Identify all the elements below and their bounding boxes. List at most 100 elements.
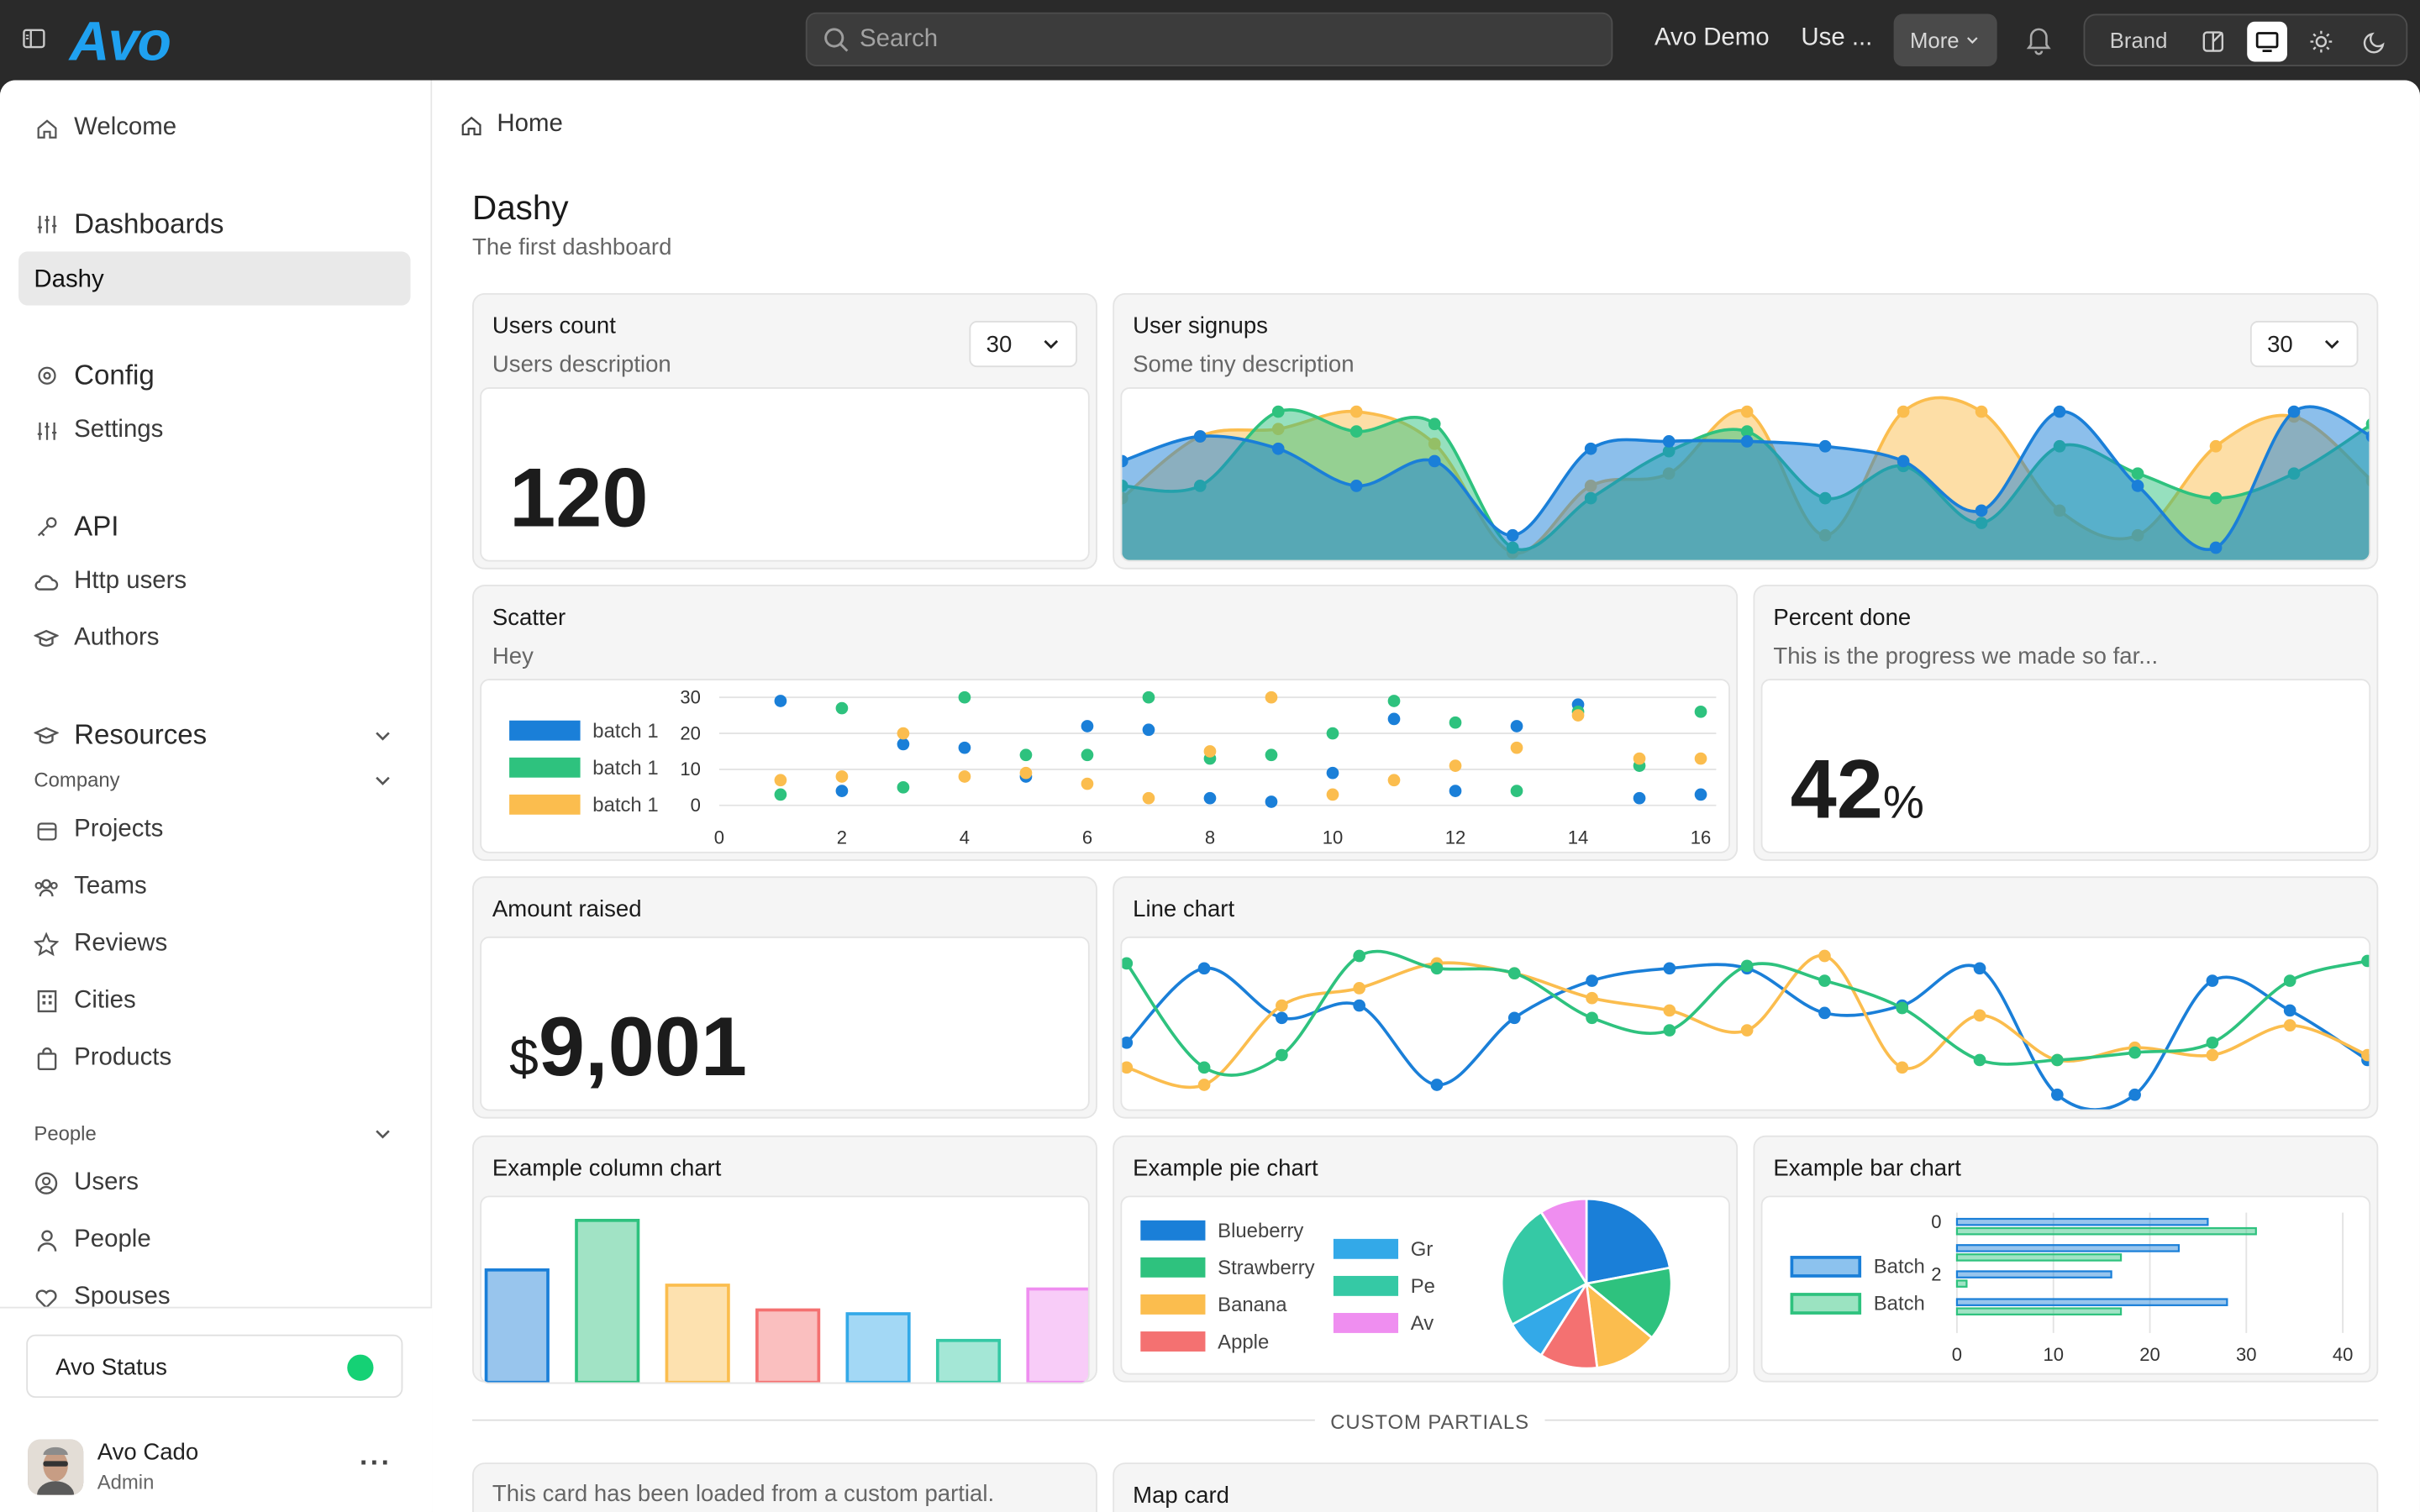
card-description: Users description (492, 351, 671, 378)
legend-item[interactable]: batch 1 (509, 756, 659, 780)
card-percent-done: Percent done This is the progress we mad… (1753, 585, 2379, 861)
legend-item[interactable]: batch 1 (509, 793, 659, 816)
line-point (1586, 974, 1598, 987)
scatter-point (1142, 723, 1155, 737)
sidebar-item-products[interactable]: Products (34, 1044, 171, 1072)
more-dropdown[interactable]: More (1893, 13, 1997, 66)
legend-item[interactable]: Blueberry (1140, 1219, 1303, 1242)
sidebar-item-users[interactable]: Users (34, 1169, 139, 1197)
card-body: $9,001 (480, 936, 1090, 1111)
sidebar-item-projects[interactable]: Projects (34, 816, 163, 844)
sidebar-item-spouses[interactable]: Spouses (34, 1284, 171, 1311)
scatter-point (1633, 752, 1646, 765)
x-tick-label: 12 (1445, 827, 1466, 848)
sidebar-item-welcome[interactable]: Welcome (34, 114, 176, 142)
line-point (2050, 1088, 2064, 1101)
scatter-point (1265, 690, 1278, 704)
sidebar-item-label: Spouses (74, 1284, 171, 1310)
user-role: Admin (97, 1470, 155, 1494)
sun-icon[interactable] (2302, 22, 2342, 62)
legend-label: batch 1 (592, 755, 659, 780)
sidebar-header-label: Dashboards (74, 207, 224, 239)
legend-item[interactable]: Banana (1140, 1293, 1286, 1316)
range-select[interactable]: 30 (2249, 321, 2359, 368)
sidebar-item-authors[interactable]: Authors (34, 625, 159, 653)
search-input[interactable]: Search (805, 12, 1613, 66)
x-tick-label: 30 (2236, 1344, 2257, 1365)
sidebar-item-http-users[interactable]: Http users (34, 568, 187, 596)
card-amount-raised: Amount raised $9,001 (472, 876, 1097, 1119)
card-pie-chart: Example pie chart Blueberry Strawberry B… (1113, 1135, 1739, 1383)
sidebar-item-cities[interactable]: Cities (34, 987, 136, 1015)
area-point (1349, 425, 1363, 438)
card-title: Map card (1133, 1483, 1229, 1509)
nav-link-use[interactable]: Use ... (1801, 24, 1873, 51)
brand-mode-label[interactable]: Brand (2109, 28, 2168, 53)
percent-value: 42 (1790, 743, 1883, 837)
column-bar (845, 1312, 911, 1383)
line-point (1197, 1079, 1211, 1091)
search-placeholder: Search (860, 25, 939, 52)
sidebar-item-dashy[interactable]: Dashy (18, 251, 411, 306)
legend-item[interactable]: Pe (1333, 1274, 1435, 1298)
pie-slice (1583, 1266, 1673, 1340)
bell-icon[interactable] (2025, 24, 2053, 55)
legend-item[interactable]: Batch (1790, 1254, 1925, 1278)
line-point (2206, 1048, 2219, 1062)
user-menu-icon[interactable]: ··· (359, 1446, 392, 1478)
sidebar-item-settings[interactable]: Settings (34, 417, 163, 444)
breadcrumb-home[interactable]: Home (497, 111, 563, 138)
bar-rect (1955, 1270, 2112, 1278)
y-tick-label: 0 (1931, 1211, 1941, 1232)
bar-rect (1955, 1244, 2181, 1252)
sidebar-item-label: Http users (74, 567, 187, 595)
moon-icon[interactable] (2355, 22, 2396, 62)
sidebar-item-label: Cities (74, 987, 136, 1014)
legend-item[interactable]: Apple (1140, 1330, 1269, 1353)
nav-link-avo-demo[interactable]: Avo Demo (1654, 24, 1770, 51)
sidebar-header-resources[interactable]: Resources (34, 719, 207, 752)
sidebar-header-api: API (34, 511, 118, 543)
scatter-point (835, 770, 849, 783)
chevron-down-icon[interactable] (372, 770, 394, 792)
line-series-1 (1126, 954, 2369, 1089)
legend-item[interactable]: Av (1333, 1311, 1434, 1335)
legend-item[interactable]: Gr (1333, 1237, 1433, 1261)
sidebar-item-people[interactable]: People (34, 1226, 151, 1254)
legend-item[interactable]: Batch (1790, 1291, 1925, 1315)
avo-logo[interactable]: Avo (69, 9, 171, 73)
split-view-icon[interactable] (2193, 22, 2233, 62)
legend-item[interactable]: batch 1 (509, 719, 659, 742)
building-icon (34, 989, 58, 1013)
line-point (1122, 957, 1134, 970)
scatter-point (1265, 795, 1278, 808)
user-icon (34, 1228, 58, 1252)
column-bar (665, 1284, 730, 1383)
column-bar (1026, 1287, 1088, 1383)
graduation-cap-icon (34, 722, 59, 747)
chevron-down-icon[interactable] (372, 1123, 394, 1145)
sidebar-item-teams[interactable]: Teams (34, 874, 147, 901)
legend-item[interactable]: Strawberry (1140, 1256, 1315, 1279)
line-point (1586, 1011, 1598, 1025)
avatar (28, 1439, 84, 1495)
line-point (1122, 1036, 1134, 1049)
desktop-mode-icon[interactable] (2247, 21, 2287, 62)
range-select[interactable]: 30 (969, 321, 1078, 368)
legend-label: Pe (1410, 1274, 1435, 1298)
home-icon[interactable] (460, 113, 483, 137)
sidebar-item-reviews[interactable]: Reviews (34, 931, 167, 958)
card-title: Example column chart (492, 1155, 722, 1182)
sidebar-toggle-icon[interactable] (22, 26, 46, 50)
sidebar-group-people[interactable]: People (34, 1121, 96, 1145)
line-point (1430, 962, 1444, 975)
card-title: User signups (1133, 312, 1268, 340)
avo-status[interactable]: Avo Status (26, 1334, 403, 1399)
card-bar-chart: Example bar chart Batch Batch 0 10 20 30 40 0… (1753, 1135, 2379, 1383)
line-point (1122, 1061, 1134, 1074)
chevron-down-icon[interactable] (372, 725, 394, 747)
line-point (1740, 959, 1754, 973)
sidebar-group-company[interactable]: Company (34, 769, 119, 792)
line-point (1663, 1004, 1676, 1017)
